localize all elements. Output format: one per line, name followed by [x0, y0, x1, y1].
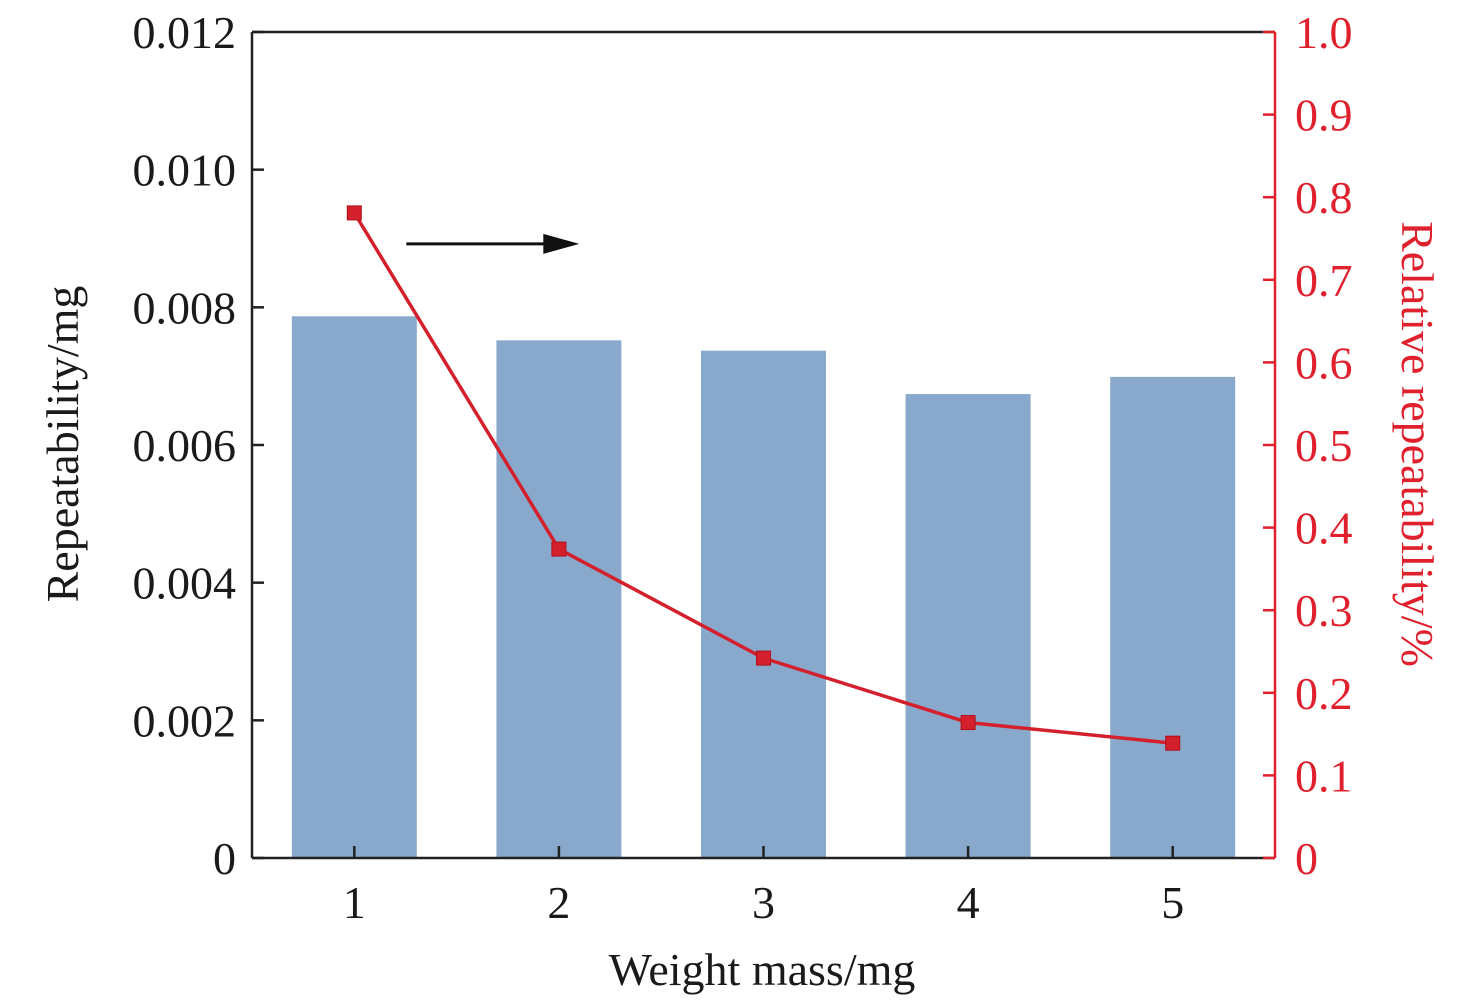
- x-tick-label: 5: [1161, 877, 1184, 928]
- y-tick-label: 0.002: [133, 695, 237, 746]
- line-point-4: [960, 715, 976, 731]
- y-tick-label: 0.006: [133, 420, 237, 471]
- bar-2: [496, 340, 622, 859]
- line-series-layer: [346, 205, 1181, 751]
- y-tick-label: 0.004: [133, 558, 237, 609]
- line-point-5: [1165, 735, 1181, 751]
- y-tick-label: 0.010: [133, 145, 237, 196]
- y2-tick-label: 0.9: [1295, 90, 1353, 141]
- bars-layer: [291, 316, 1236, 859]
- y2-tick-label: 0.5: [1295, 420, 1353, 471]
- y-tick-label: 0.008: [133, 282, 237, 333]
- annotation-layer: [406, 233, 580, 254]
- ticks-layer: 0 0.002 0.004 0.006 0.008 0.010 0.012 0 0.1 0.2 0.…: [133, 7, 1353, 928]
- bar-5: [1110, 376, 1236, 858]
- y2-tick-label: 0.2: [1295, 668, 1353, 719]
- bar-3: [701, 350, 826, 858]
- x-tick-label: 2: [547, 877, 570, 928]
- y-tick-label: 0: [213, 833, 236, 884]
- y2-tick-label: 0.6: [1295, 337, 1353, 388]
- y-axis-title: Repeatability/mg: [37, 286, 88, 603]
- bar-4: [905, 394, 1031, 858]
- annotation-arrow-head: [543, 233, 580, 254]
- y2-tick-label: 0: [1295, 833, 1318, 884]
- y2-tick-label: 0.4: [1295, 503, 1353, 554]
- x-tick-label: 1: [343, 877, 366, 928]
- line-point-2: [551, 541, 567, 557]
- y2-tick-label: 1.0: [1295, 7, 1353, 58]
- x-tick-label: 4: [957, 877, 980, 928]
- bar-1: [291, 316, 417, 858]
- y2-tick-label: 0.3: [1295, 585, 1353, 636]
- x-tick-label: 3: [752, 877, 775, 928]
- y-tick-label: 0.012: [133, 7, 237, 58]
- y2-axis-title: Relative repeatability/%: [1392, 221, 1443, 667]
- line-point-1: [346, 205, 362, 221]
- x-axis-title: Weight mass/mg: [609, 944, 916, 995]
- y2-tick-label: 0.8: [1295, 172, 1353, 223]
- y2-tick-label: 0.1: [1295, 750, 1353, 801]
- line-point-3: [756, 650, 771, 666]
- y2-tick-label: 0.7: [1295, 255, 1353, 306]
